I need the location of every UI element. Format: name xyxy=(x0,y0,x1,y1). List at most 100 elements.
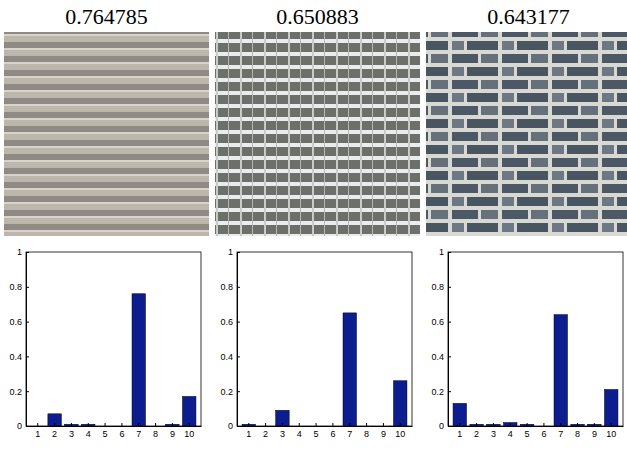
tick-mark xyxy=(37,423,38,426)
tick: 4 xyxy=(86,423,91,439)
tick-label: 5 xyxy=(314,429,319,439)
tick-mark xyxy=(510,423,511,426)
tick-mark xyxy=(237,391,240,392)
bar xyxy=(276,410,289,426)
tick: 0.2 xyxy=(431,387,451,397)
tick-label: 0.8 xyxy=(220,282,233,292)
tick: 7 xyxy=(347,423,352,439)
tick-label: 7 xyxy=(136,429,141,439)
bar xyxy=(393,381,406,426)
bar xyxy=(182,396,195,426)
tick: 0.8 xyxy=(9,282,29,292)
tick-label: 0.6 xyxy=(220,317,233,327)
bar xyxy=(453,403,466,426)
tick-mark xyxy=(543,423,544,426)
tick-mark xyxy=(54,423,55,426)
tick: 2 xyxy=(263,423,268,439)
tick: 8 xyxy=(153,423,158,439)
tick: 0.4 xyxy=(220,352,240,362)
tick-mark xyxy=(26,391,29,392)
tick-label: 5 xyxy=(525,429,530,439)
tick-mark xyxy=(26,356,29,357)
tick: 2 xyxy=(474,423,479,439)
axis-line xyxy=(238,426,413,427)
tick-label: 6 xyxy=(330,429,335,439)
tick-mark xyxy=(594,423,595,426)
tick-label: 1 xyxy=(35,429,40,439)
bar xyxy=(343,313,356,426)
tick: 5 xyxy=(103,423,108,439)
tick-mark xyxy=(527,423,528,426)
tick-label: 0.4 xyxy=(220,352,233,362)
tick: 4 xyxy=(297,423,302,439)
tick-label: 0 xyxy=(228,421,233,431)
tick-label: 2 xyxy=(263,429,268,439)
tick-label: 0.8 xyxy=(431,282,444,292)
tick-mark xyxy=(71,423,72,426)
bar xyxy=(48,414,61,426)
tick-mark xyxy=(237,287,240,288)
bars xyxy=(453,315,618,426)
tick-mark xyxy=(155,423,156,426)
plot-frame xyxy=(448,252,623,426)
tick-mark xyxy=(560,423,561,426)
tick-mark xyxy=(237,356,240,357)
tick-label: 9 xyxy=(170,429,175,439)
axis-line xyxy=(26,253,27,427)
y-axis: 00.20.40.60.81 xyxy=(9,247,29,431)
tick-mark xyxy=(400,423,401,426)
tick-label: 10 xyxy=(606,429,616,439)
axis-line xyxy=(237,253,238,427)
axis-line xyxy=(27,426,202,427)
tick: 0.6 xyxy=(220,317,240,327)
plot-frame xyxy=(237,252,412,426)
tick-mark xyxy=(332,423,333,426)
tick-label: 2 xyxy=(52,429,57,439)
tick-label: 3 xyxy=(69,429,74,439)
tick-label: 8 xyxy=(575,429,580,439)
tick-label: 5 xyxy=(103,429,108,439)
tick: 6 xyxy=(119,423,124,439)
panel-title: 0.650883 xyxy=(276,4,359,29)
tick-label: 4 xyxy=(86,429,91,439)
tick-label: 8 xyxy=(364,429,369,439)
tick-label: 2 xyxy=(474,429,479,439)
tick-mark xyxy=(383,423,384,426)
tick-label: 0.2 xyxy=(431,387,444,397)
tick-mark xyxy=(237,322,240,323)
bar xyxy=(132,294,145,426)
tick: 0.2 xyxy=(220,387,240,397)
tick-mark xyxy=(26,252,29,253)
tick-mark xyxy=(26,287,29,288)
tick-mark xyxy=(316,423,317,426)
tick: 3 xyxy=(69,423,74,439)
tick-mark xyxy=(105,423,106,426)
tick-label: 7 xyxy=(347,429,352,439)
tick-label: 0 xyxy=(17,421,22,431)
tick-mark xyxy=(459,423,460,426)
tick-mark xyxy=(493,423,494,426)
panel-title: 0.764785 xyxy=(65,4,148,29)
tick-label: 10 xyxy=(395,429,405,439)
tick-label: 6 xyxy=(119,429,124,439)
tick: 1 xyxy=(457,423,462,439)
tick-mark xyxy=(265,423,266,426)
tick: 7 xyxy=(558,423,563,439)
tick: 0.4 xyxy=(431,352,451,362)
tick: 0.6 xyxy=(431,317,451,327)
bars xyxy=(48,294,196,426)
tick: 1 xyxy=(35,423,40,439)
tick-mark xyxy=(448,252,451,253)
bar xyxy=(604,389,617,426)
figure: 0.76478500.20.40.60.81123456789100.65088… xyxy=(0,0,627,449)
tick-mark xyxy=(88,423,89,426)
tick-label: 9 xyxy=(592,429,597,439)
tick: 0.8 xyxy=(220,282,240,292)
tick: 3 xyxy=(280,423,285,439)
tick-mark xyxy=(577,423,578,426)
tick-label: 0.4 xyxy=(9,352,22,362)
texture-image xyxy=(215,32,420,236)
tick-mark xyxy=(138,423,139,426)
tick-mark xyxy=(282,423,283,426)
tick-mark xyxy=(299,423,300,426)
